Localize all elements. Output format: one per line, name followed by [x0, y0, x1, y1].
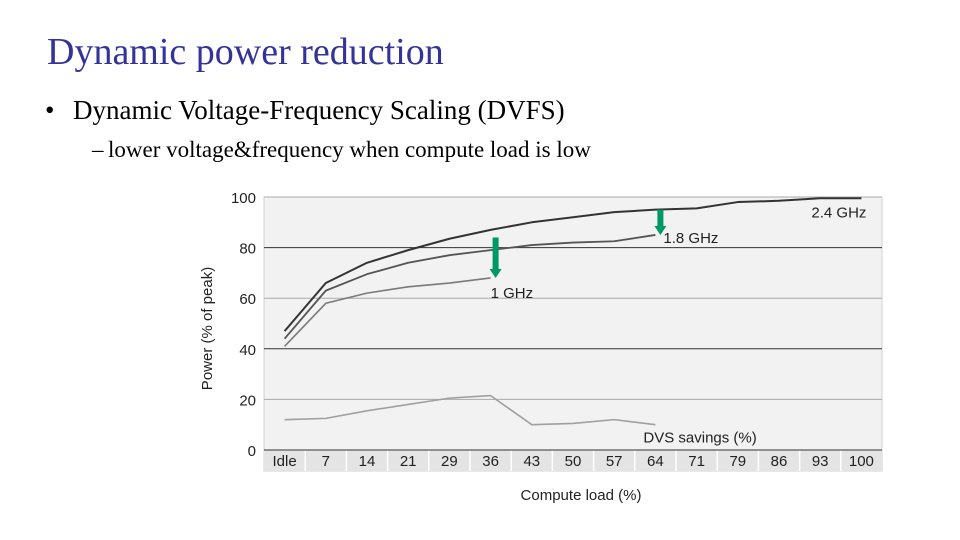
x-tick-label: 79	[729, 453, 746, 470]
y-tick-label: 0	[248, 443, 256, 460]
x-tick-label: 43	[523, 453, 540, 470]
arrow-shaft	[492, 237, 499, 271]
arrow-head	[654, 225, 667, 235]
y-axis-label: Power (% of peak)	[199, 267, 216, 390]
slide-title: Dynamic power reduction	[47, 31, 444, 73]
x-tick-label: 93	[812, 453, 829, 470]
dvfs-power-chart: 0 20 40 60 80 100 Idle 7 14 21 29 36 43 50 57 64 71 79 86 9…	[199, 190, 883, 504]
x-tick-label: 50	[565, 453, 582, 470]
series-label: DVS savings (%)	[643, 430, 756, 447]
x-axis-band	[264, 450, 882, 471]
series-label: 1 GHz	[491, 285, 534, 302]
series-layer	[283, 197, 862, 426]
series-line	[283, 234, 656, 340]
y-tick-label: 20	[239, 392, 256, 409]
x-axis-label: Compute load (%)	[521, 487, 642, 504]
x-tick-label: Idle	[273, 453, 297, 470]
x-tick-label: 71	[688, 453, 705, 470]
sub-bullet-text: lower voltage&frequency when compute loa…	[108, 137, 591, 162]
series-line	[284, 394, 656, 426]
arrow-shaft	[657, 209, 664, 228]
series-label: 1.8 GHz	[663, 230, 718, 247]
annotation-layer	[489, 209, 667, 278]
x-tick-label: 86	[771, 453, 788, 470]
x-tick-label: 21	[400, 453, 417, 470]
bullet-item: • Dynamic Voltage-Frequency Scaling (DVFS…	[45, 95, 565, 126]
x-tick-label: 36	[482, 453, 499, 470]
x-tick-label: 64	[647, 453, 664, 470]
bullet-text: Dynamic Voltage-Frequency Scaling (DVFS)	[73, 95, 565, 125]
sub-bullet-marker: –	[92, 137, 104, 162]
label-layer: 0 20 40 60 80 100 Idle 7 14 21 29 36 43 50 57 64 71 79 86 9…	[199, 190, 874, 504]
y-tick-label: 100	[231, 190, 256, 207]
x-tick-label: 29	[441, 453, 458, 470]
x-tick-label: 7	[322, 453, 330, 470]
series-line	[284, 277, 491, 347]
bullet-marker: •	[45, 95, 55, 125]
grid-layer	[263, 196, 883, 472]
y-tick-label: 60	[239, 291, 256, 308]
sub-bullet-item: – lower voltage&frequency when compute lo…	[92, 137, 591, 163]
y-tick-label: 80	[239, 241, 256, 258]
x-tick-label: 100	[849, 453, 874, 470]
series-label: 2.4 GHz	[811, 204, 866, 221]
y-tick-label: 40	[239, 342, 256, 359]
plot-background	[263, 196, 883, 472]
x-tick-label: 57	[606, 453, 623, 470]
arrow-head	[489, 268, 502, 278]
x-tick-label: 14	[359, 453, 376, 470]
